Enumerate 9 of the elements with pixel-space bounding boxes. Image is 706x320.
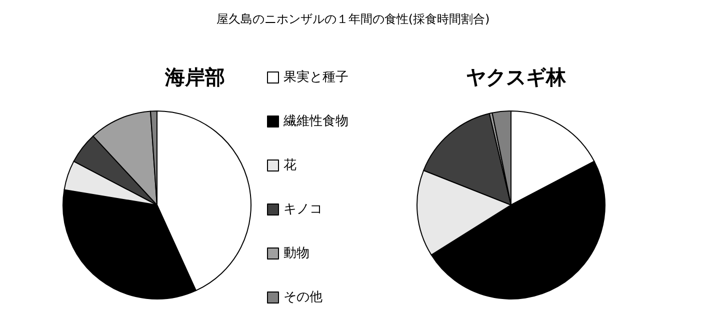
legend-label: 繊維性食物 — [282, 114, 348, 129]
slice-label: 海岸部 — [164, 65, 225, 89]
legend-label: キノコ — [284, 202, 322, 217]
legend-label: 果実と種子 — [284, 69, 348, 85]
legend-label: その他 — [284, 290, 322, 305]
slice-label: ヤクスギ林 — [466, 65, 567, 89]
chart-title: 屋久島のニホンザルの１年間の食性(採食時間割合) — [216, 12, 490, 26]
legend-label: 動物 — [284, 246, 310, 261]
legend-label: 花 — [284, 158, 296, 173]
